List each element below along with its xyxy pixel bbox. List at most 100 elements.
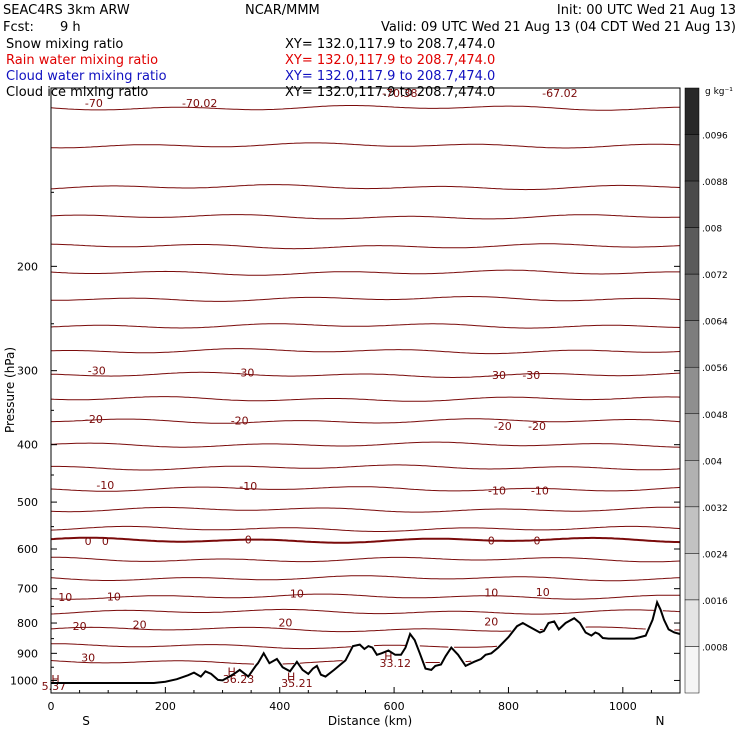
colorbar-segment xyxy=(684,227,700,275)
north-end-label: N xyxy=(656,714,665,728)
colorbar-tick-label: .0088 xyxy=(702,178,728,188)
contour-line xyxy=(50,486,681,492)
colorbar-tick-label: .0072 xyxy=(702,271,728,281)
contour-label: 0 xyxy=(488,534,495,547)
contour-label: -70 xyxy=(85,97,103,110)
contour-label: H xyxy=(287,671,295,684)
x-axis-label: Distance (km) xyxy=(328,714,412,728)
colorbar-tick-label: .0016 xyxy=(702,597,728,607)
contour-line xyxy=(50,525,681,532)
contour-line xyxy=(51,464,681,471)
colorbar-segment xyxy=(684,134,700,182)
colorbar-segment xyxy=(684,366,700,415)
contour-label: -30 xyxy=(88,365,106,378)
contour-label: -30 xyxy=(522,369,540,382)
terrain-profile xyxy=(51,599,681,684)
field-label: Cloud ice mixing ratio xyxy=(6,85,149,100)
colorbar-segment xyxy=(684,506,700,554)
contour-label: -70.02 xyxy=(182,97,217,110)
contour-label: -10 xyxy=(239,480,257,493)
contour-label: -10 xyxy=(96,479,114,492)
colorbar-tick-label: .004 xyxy=(702,457,722,467)
contour-line xyxy=(50,243,681,250)
x-tick-label: 200 xyxy=(155,700,176,713)
x-tick-label: 0 xyxy=(48,700,55,713)
field-label: Cloud water mixing ratio xyxy=(6,69,167,84)
y-tick-label: 600 xyxy=(17,543,38,556)
contour-line xyxy=(50,575,681,582)
colorbar-segment xyxy=(684,646,700,694)
contour-label: 10 xyxy=(536,586,550,599)
contour-label: -10 xyxy=(488,485,506,498)
contour-label: -20 xyxy=(528,420,546,433)
contour-label: -10 xyxy=(531,485,549,498)
contour-label: H xyxy=(384,650,392,663)
contour-line xyxy=(51,371,681,378)
field-label: Rain water mixing ratio xyxy=(6,53,159,68)
contour-label: 0 xyxy=(534,534,541,547)
contour-line xyxy=(51,296,681,302)
colorbar-tick-label: .0064 xyxy=(702,318,728,328)
contour-label: 10 xyxy=(484,587,498,600)
contour-labels: -70 -70.02 -70.38 -67.02 -30 -30 -30 -30 -20 -20 -… xyxy=(42,87,578,693)
contour-label: -30 xyxy=(488,369,506,382)
colorbar-tick-label: .0032 xyxy=(702,504,728,514)
colorbar-tick-label: .0048 xyxy=(702,411,728,421)
center-title: NCAR/MMM xyxy=(245,3,320,18)
colorbar-tick-label: .0096 xyxy=(702,132,728,142)
x-tick-label: 400 xyxy=(269,700,290,713)
colorbar-segment xyxy=(684,87,700,135)
y-tick-label: 700 xyxy=(17,583,38,596)
colorbar-tick-label: .0008 xyxy=(702,643,728,653)
contour-label: 20 xyxy=(73,620,87,633)
colorbar-segment xyxy=(684,599,700,647)
y-tick-label: 1000 xyxy=(10,674,38,687)
contour-label: -70.38 xyxy=(382,87,417,100)
contour-label: 5.37 xyxy=(42,680,67,693)
contour-label: 0 xyxy=(85,535,92,548)
field-label: Snow mixing ratio xyxy=(6,37,124,52)
contour-label: 35.21 xyxy=(281,677,313,690)
contour-line xyxy=(50,536,681,544)
field-xy-range: XY= 132.0,117.9 to 208.7,474.0 xyxy=(285,53,496,68)
contour-label: -20 xyxy=(231,414,249,427)
contour-line xyxy=(50,441,681,448)
contour-line xyxy=(50,660,472,665)
contour-label: 0 xyxy=(102,535,109,548)
contour-label: 0 xyxy=(245,533,252,546)
x-axis: 0 200 400 600 800 1000 xyxy=(48,687,652,713)
contour-label: 10 xyxy=(290,587,304,600)
contour-label: 10 xyxy=(58,591,72,604)
contour-line xyxy=(50,608,681,615)
contour-label: 30 xyxy=(81,652,95,665)
field-xy-range: XY= 132.0,117.9 to 208.7,474.0 xyxy=(285,85,496,100)
colorbar-segment xyxy=(684,180,700,228)
contour-line xyxy=(50,105,680,111)
colorbar-segment xyxy=(684,460,700,508)
colorbar: .0096 .0088 .008 .0072 .0064 .0056 .0048 .004 .0… xyxy=(684,87,728,694)
y-axis-label: Pressure (hPa) xyxy=(3,347,17,433)
y-tick-label: 200 xyxy=(17,260,38,273)
contour-label: 33.12 xyxy=(379,657,411,670)
contour-label: H xyxy=(228,665,236,678)
x-tick-label: 800 xyxy=(498,700,519,713)
contour-label: -20 xyxy=(494,420,512,433)
contour-label: 10 xyxy=(107,590,121,603)
colorbar-tick-label: .0024 xyxy=(702,550,728,560)
colorbar-segment xyxy=(684,413,700,461)
contour-line xyxy=(50,593,680,600)
y-tick-label: 500 xyxy=(17,496,38,509)
contour-label: 20 xyxy=(133,619,147,632)
contour-label: -20 xyxy=(85,413,103,426)
field-xy-range: XY= 132.0,117.9 to 208.7,474.0 xyxy=(285,69,496,84)
y-tick-label: 900 xyxy=(17,647,38,660)
contour-label: -30 xyxy=(236,366,254,379)
contour-line xyxy=(51,142,681,149)
model-title: SEAC4RS 3km ARW xyxy=(3,3,130,18)
contour-label: -67.02 xyxy=(542,87,577,100)
colorbar-unit: g kg⁻¹ xyxy=(705,87,733,97)
contour-lines xyxy=(50,105,681,665)
contour-label: H xyxy=(51,673,59,686)
